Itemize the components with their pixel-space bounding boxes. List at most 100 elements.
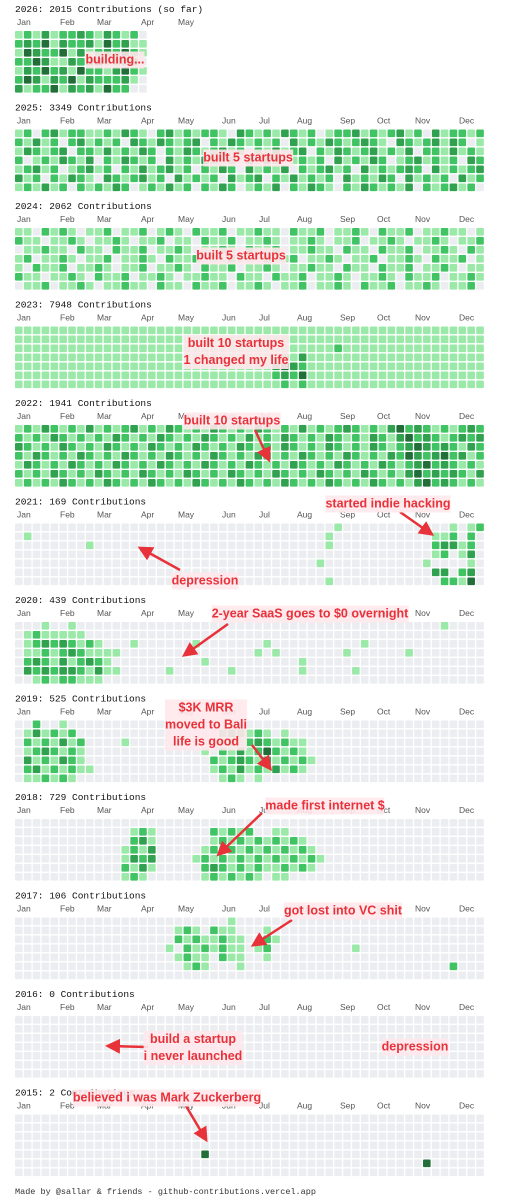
day-cell	[85, 156, 94, 165]
day-cell	[68, 31, 76, 39]
month-label: Aug	[297, 313, 312, 323]
day-cell	[245, 282, 254, 290]
day-cell	[148, 353, 156, 362]
day-cell	[387, 228, 396, 236]
day-cell	[396, 264, 405, 272]
day-cell	[396, 174, 405, 183]
day-cell	[431, 255, 440, 263]
day-cell	[334, 353, 342, 362]
day-cell	[50, 31, 59, 39]
month-label: Jun	[222, 116, 236, 126]
day-cell	[458, 246, 467, 254]
day-cell	[405, 335, 413, 344]
day-cell	[458, 156, 467, 165]
day-cell	[174, 237, 183, 245]
day-cell	[334, 147, 342, 156]
day-cell	[59, 255, 67, 263]
day-cell	[298, 353, 307, 362]
day-cell	[307, 183, 316, 192]
day-cell	[334, 228, 342, 236]
month-label: May	[178, 313, 195, 323]
day-cell	[236, 129, 245, 138]
day-cell	[139, 326, 147, 335]
day-cell	[334, 183, 342, 192]
day-cell	[369, 156, 378, 165]
day-cell	[112, 174, 121, 183]
day-cell	[281, 326, 289, 335]
annotation-line: believed i was Mark Zuckerberg	[72, 1089, 262, 1107]
day-cell	[405, 273, 413, 281]
day-cell	[32, 246, 41, 254]
day-cell	[458, 147, 467, 156]
day-cell	[59, 58, 67, 66]
day-cell	[130, 129, 138, 138]
day-cell	[59, 344, 67, 353]
day-cell	[414, 147, 422, 156]
day-cell	[378, 255, 387, 263]
day-cell	[449, 174, 458, 183]
day-cell	[192, 264, 200, 272]
month-label: Jul	[259, 313, 270, 323]
day-cell	[165, 353, 174, 362]
annotation: built 5 startups	[200, 149, 296, 168]
day-cell	[210, 282, 218, 290]
day-cell	[414, 165, 422, 174]
day-cell	[94, 40, 103, 48]
day-cell	[431, 326, 440, 335]
day-cell	[449, 255, 458, 263]
day-cell	[77, 264, 85, 272]
day-cell	[334, 138, 342, 147]
day-cell	[15, 246, 23, 254]
day-cell	[94, 165, 103, 174]
day-cell	[103, 40, 112, 48]
day-cell	[405, 344, 413, 353]
day-cell	[440, 165, 449, 174]
day-cell	[369, 228, 378, 236]
day-cell	[431, 264, 440, 272]
day-cell	[94, 129, 103, 138]
day-cell	[68, 273, 76, 281]
day-cell	[254, 273, 263, 281]
day-cell	[15, 49, 23, 57]
day-cell	[298, 174, 307, 183]
day-cell	[307, 129, 316, 138]
day-cell	[476, 228, 484, 236]
day-cell	[68, 174, 76, 183]
day-cell	[50, 246, 59, 254]
day-cell	[68, 129, 76, 138]
day-cell	[130, 237, 138, 245]
day-cell	[192, 273, 200, 281]
day-cell	[165, 273, 174, 281]
day-cell	[236, 174, 245, 183]
day-cell	[139, 255, 147, 263]
day-cell	[467, 156, 475, 165]
day-cell	[94, 85, 103, 93]
day-cell	[32, 67, 41, 75]
day-cell	[272, 138, 280, 147]
day-cell	[352, 129, 360, 138]
day-cell	[334, 264, 342, 272]
day-cell	[334, 273, 342, 281]
day-cell	[15, 255, 23, 263]
day-cell	[50, 255, 59, 263]
day-cell	[272, 264, 280, 272]
day-cell	[298, 165, 307, 174]
day-cell	[156, 282, 165, 290]
day-cell	[378, 183, 387, 192]
day-cell	[112, 129, 121, 138]
day-cell	[458, 335, 467, 344]
day-cell	[263, 138, 271, 147]
day-cell	[449, 326, 458, 335]
day-cell	[476, 147, 484, 156]
day-cell	[50, 183, 59, 192]
day-cell	[245, 326, 254, 335]
day-cell	[449, 237, 458, 245]
day-cell	[32, 147, 41, 156]
day-cell	[405, 353, 413, 362]
day-cell	[165, 237, 174, 245]
day-cell	[139, 138, 147, 147]
annotation-line: depression	[381, 1038, 449, 1056]
month-label: Apr	[141, 214, 154, 224]
day-cell	[405, 156, 413, 165]
day-cell	[236, 138, 245, 147]
